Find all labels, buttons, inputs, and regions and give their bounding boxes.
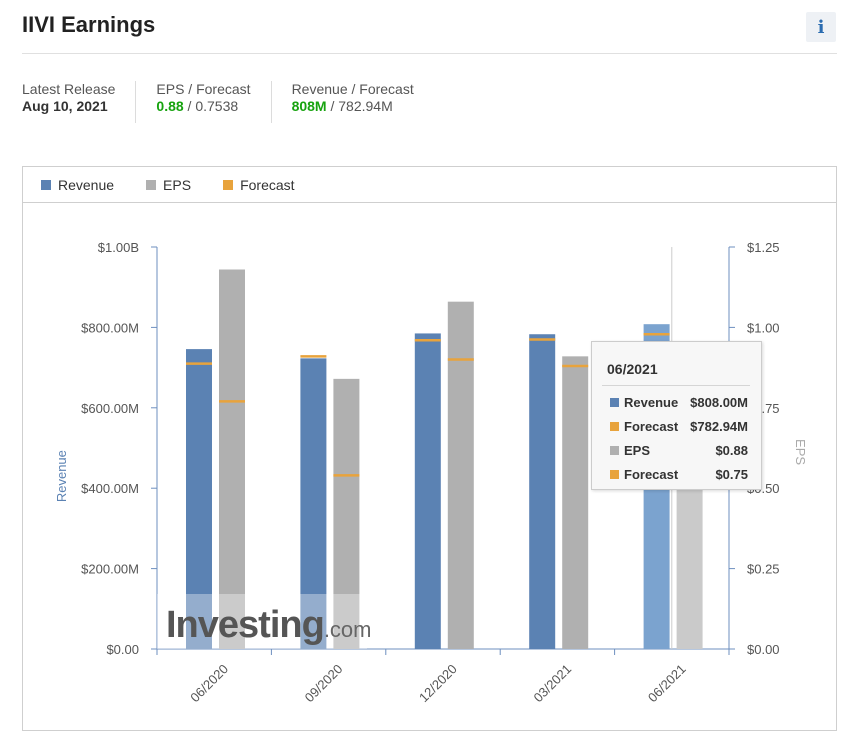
right-axis-title: EPS (793, 439, 808, 465)
right-tick-label: $0.00 (747, 642, 780, 657)
legend-item-eps[interactable]: EPS (146, 177, 191, 193)
tooltip-label: Forecast (624, 467, 679, 482)
eps-bar (219, 269, 245, 649)
x-tick-label: 09/2020 (302, 661, 346, 705)
left-tick-label: $600.00M (81, 401, 139, 416)
left-tick-label: $200.00M (81, 562, 139, 577)
left-tick-label: $800.00M (81, 320, 139, 335)
tooltip-swatch (610, 470, 619, 479)
tooltip-title: 06/2021 (607, 361, 658, 377)
revenue-bar (186, 349, 212, 649)
latest-release-value: Aug 10, 2021 (22, 98, 108, 114)
eps-bar (333, 378, 360, 649)
legend-item-revenue[interactable]: Revenue (41, 177, 114, 193)
legend-label-eps: EPS (163, 176, 192, 193)
eps-bar (562, 356, 589, 649)
right-tick-label: $1.25 (747, 240, 780, 255)
latest-release-block: Latest Release Aug 10, 2021 (22, 81, 137, 123)
tooltip-row-eps-forecast: Forecast $0.75 (610, 467, 748, 482)
chart-legend: Revenue EPS Forecast (23, 167, 836, 203)
page-title: IIVI Earnings (22, 12, 156, 37)
chart-tooltip: 06/2021 Revenue $808.00M Forecast $782.9… (591, 341, 762, 490)
tooltip-row-revenue-forecast: Forecast $782.94M (610, 419, 748, 434)
tooltip-value: $808.00M (690, 395, 748, 410)
left-axis-title: Revenue (54, 450, 69, 502)
revenue-forecast-label: Revenue / Forecast (291, 81, 414, 97)
revenue-actual: 808M (291, 98, 327, 114)
legend-swatch-forecast (223, 179, 234, 190)
investing-watermark: Investing.com (166, 604, 372, 647)
revenue-forecast-value: 808M / 782.94M (292, 98, 414, 115)
left-tick-label: $400.00M (81, 481, 139, 496)
legend-label-forecast: Forecast (240, 176, 295, 193)
tooltip-swatch (610, 422, 619, 431)
tooltip-label: Revenue (624, 395, 679, 410)
right-tick-label: $0.25 (747, 562, 780, 577)
left-tick-label: $1.00B (98, 240, 139, 255)
tooltip-swatch (610, 446, 619, 455)
watermark-backdrop (157, 594, 367, 649)
title-divider (22, 53, 837, 54)
x-tick-label: 12/2020 (416, 661, 460, 705)
eps-forecast-label: EPS / Forecast (156, 81, 251, 97)
watermark-suffix: .com (323, 617, 372, 642)
revenue-bar (300, 358, 327, 649)
earnings-summary: Latest Release Aug 10, 2021 EPS / Foreca… (22, 81, 454, 123)
eps-forecast-value: 0.88 / 0.7538 (156, 98, 250, 115)
x-tick-label: 06/2021 (645, 661, 689, 705)
eps-bar (447, 301, 474, 649)
watermark-main: Investing (166, 604, 325, 646)
eps-forecast: 0.7538 (195, 98, 239, 114)
eps-actual: 0.88 (156, 98, 184, 114)
eps-separator: / (183, 98, 196, 114)
tooltip-label: Forecast (624, 419, 679, 434)
revenue-bar (529, 334, 556, 649)
tooltip-swatch (610, 398, 619, 407)
left-tick-label: $0.00 (106, 642, 139, 657)
revenue-separator: / (326, 98, 339, 114)
x-tick-label: 06/2020 (187, 661, 231, 705)
legend-label-revenue: Revenue (58, 176, 115, 193)
eps-forecast-block: EPS / Forecast 0.88 / 0.7538 (156, 81, 272, 123)
tooltip-value: $0.88 (715, 443, 748, 458)
tooltip-value: $782.94M (690, 419, 748, 434)
legend-swatch-eps (146, 179, 157, 190)
revenue-forecast-block: Revenue / Forecast 808M / 782.94M (292, 81, 434, 123)
tooltip-row-eps: EPS $0.88 (610, 443, 748, 458)
info-icon[interactable]: i (806, 12, 836, 42)
earnings-chart-panel: Revenue EPS Forecast (22, 166, 837, 731)
x-tick-label: 03/2021 (530, 661, 574, 705)
latest-release-label: Latest Release (22, 81, 116, 97)
legend-item-forecast[interactable]: Forecast (223, 176, 295, 193)
revenue-bar (414, 333, 441, 649)
right-tick-label: $1.00 (747, 320, 780, 335)
tooltip-value: $0.75 (715, 467, 748, 482)
legend-swatch-revenue (41, 179, 51, 190)
tooltip-divider (602, 385, 750, 386)
tooltip-row-revenue: Revenue $808.00M (610, 395, 748, 410)
revenue-forecast: 782.94M (338, 98, 393, 114)
tooltip-label: EPS (624, 443, 651, 458)
